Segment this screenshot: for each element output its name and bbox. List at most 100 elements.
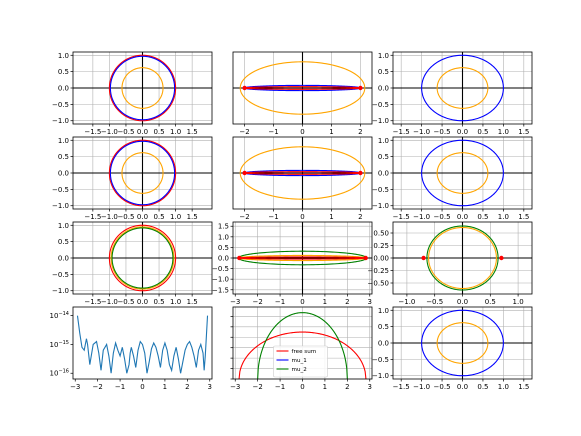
x-tick-label: −1.0 [101,128,118,136]
series-curve-1 [436,152,489,194]
subplot-r3c1: −3 −2 −1 0 1 2 3 free sum mu_1 mu_2 [230,306,373,391]
y-tick-label: −0.5 [372,101,389,109]
x-tick-label: 1.0 [513,298,524,306]
subplot-r2c1: −3 −2 −1 0 1 2 3 −1.5 −1.0 −0.5 0.0 0.5 1.0 1.5 [212,221,373,306]
x-tick-label: 1 [323,383,327,391]
series-curve-0 [108,54,177,122]
y-tick-label: 0.5 [378,323,389,331]
x-tick-label: −1.0 [413,383,430,391]
axes-frame [72,306,213,380]
x-tick-label: 2 [345,298,349,306]
y-tick-label: 0.0 [58,170,69,178]
x-tick-label: 0.0 [137,213,148,221]
subplot-r2c0: −1.5 −1.0 −0.5 0.0 0.5 1.0 1.5−1.0−0.50.00.51.… [52,221,213,306]
x-tick-label: 2 [358,128,362,136]
subplot-r0c2: −1.5 −1.0 −0.5 0.0 0.5 1.0 1.5−1.0−0.50.00.51.… [372,51,533,136]
subplot-r1c0: −1.5 −1.0 −0.5 0.0 0.5 1.0 1.5−1.0−0.50.00.51.… [52,136,213,221]
data-point-0 [242,85,247,91]
x-tick-label: 1.0 [498,383,509,391]
y-tick-label: −1.0 [372,117,389,125]
y-tick-label: 1.0 [58,222,69,230]
y-tick-label: 10−15 [50,340,69,349]
y-tick-label: 0.00 [373,255,389,263]
x-tick-label: 0.0 [457,128,468,136]
x-tick-label: −1.5 [84,128,101,136]
y-tick-label: 10−16 [50,369,69,378]
y-tick-label: 0.0 [378,170,389,178]
data-point-1 [358,85,363,91]
data-point-0 [242,170,247,176]
x-tick-label: 1.5 [518,128,529,136]
legend-label: free sum [292,349,317,355]
series-curve-1 [436,67,489,109]
x-tick-label: −1.5 [393,128,410,136]
plot-area [76,315,209,374]
x-tick-label: −1.5 [393,213,410,221]
x-tick-label: 1 [163,383,167,391]
y-tick-label: −1.0 [52,117,69,125]
x-tick-label: −1 [115,383,125,391]
series-curve-1 [109,140,176,206]
data-point-0 [237,255,242,261]
series-curve-0 [421,309,504,377]
x-tick-label: −1 [275,298,285,306]
y-tick-label: −1.0 [372,202,389,210]
x-tick-label: 2 [358,213,362,221]
x-tick-label: 1.5 [518,383,529,391]
legend-label: mu_2 [292,367,307,373]
subplot-r3c0: −3 −2 −1 0 1 2 3 10−14 10−15 10−16 [50,306,213,391]
series-curve-1 [110,226,175,290]
plot-area [237,250,368,266]
subplot-r1c1: −2 −1 0 1 2 [232,136,373,221]
x-tick-label: −3 [230,383,240,391]
y-tick-label: 0.50 [373,230,389,238]
y-tick-label: −0.5 [52,271,69,279]
series-curve-0 [426,225,499,291]
x-tick-label: 0.0 [457,298,468,306]
x-tick-label: 0.0 [457,213,468,221]
plot-area [108,224,177,292]
y-tick-label: −1.0 [212,276,229,284]
series-curve-0 [76,315,209,374]
series-curve-2 [121,67,164,109]
y-tick-label: 0.5 [58,153,69,161]
x-tick-label: −2 [239,213,249,221]
series-curve-1 [109,55,176,121]
y-tick-label: 0.0 [218,255,229,263]
x-tick-label: −1 [275,383,285,391]
x-tick-label: −0.5 [426,298,443,306]
x-tick-label: 0.5 [153,298,164,306]
series-curve-0 [239,61,366,115]
series-curve-0 [421,54,504,122]
plot-area [239,146,366,200]
x-tick-label: 1.0 [170,298,181,306]
x-tick-label: 3 [368,383,372,391]
x-tick-label: −1.0 [101,298,118,306]
series-curve-2 [111,227,174,289]
x-tick-label: 1.5 [187,213,198,221]
plot-area [421,54,504,122]
y-tick-label: 0.25 [373,242,389,250]
y-tick-label: −0.5 [372,186,389,194]
y-tick-label: 10−14 [50,311,69,320]
y-tick-label: 0.5 [58,238,69,246]
series-curve-0 [239,146,366,200]
y-tick-label: 0.5 [58,68,69,76]
x-tick-label: 0.5 [477,213,488,221]
y-tick-label: 0.5 [378,153,389,161]
x-tick-label: 1.5 [187,128,198,136]
x-tick-label: 2 [185,383,189,391]
plot-area [108,54,177,122]
y-tick-label: −0.5 [52,101,69,109]
x-tick-label: −3 [70,383,80,391]
y-tick-label: 0.0 [378,340,389,348]
x-tick-label: 0.5 [153,213,164,221]
series-curve-0 [421,139,504,207]
x-tick-label: 0.0 [137,128,148,136]
y-tick-label: 1.5 [218,223,229,231]
subplot-r2c2: −1.0 −0.5 0.0 0.5 1.0 −0.50 −0.25 0.00 0.25 0.50 [368,221,533,306]
x-tick-label: 1.0 [498,128,509,136]
x-tick-label: −1.0 [101,213,118,221]
subplot-r0c1: −2 −1 0 1 2 [232,51,373,136]
